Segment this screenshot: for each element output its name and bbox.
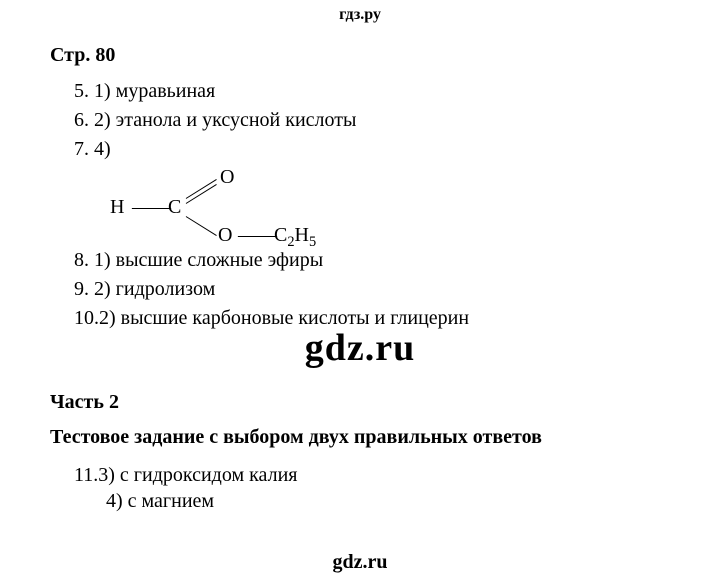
page-label: Стр. 80 [50,44,680,67]
formula-C2H5: C2H5 [274,224,316,247]
formula-C2H5-C: C [274,224,287,246]
item-9: 9. 2) гидролизом [74,275,680,304]
item-7: 7. 4) [74,135,680,164]
formula-C: C [168,196,181,219]
formula-single-bond [186,212,220,236]
formula-H: H [110,196,124,219]
item-5: 5. 1) муравьиная [74,77,680,106]
item-6: 6. 2) этанола и уксусной кислоты [74,106,680,135]
formula-C2H5-2: 2 [287,234,294,250]
watermark-top: гдз.ру [0,6,720,24]
part2-instruction: Тестовое задание с выбором двух правильн… [50,426,680,449]
item-11a: 11.3) с гидроксидом калия [74,461,680,490]
structural-formula: O H —— C O —— C2H5 [110,166,680,244]
formula-bond-OC: —— [238,224,276,247]
content-block: Стр. 80 5. 1) муравьиная 6. 2) этанола и… [50,44,680,513]
formula-C2H5-5: 5 [309,234,316,250]
watermark-bot: gdz.ru [0,551,720,574]
formula-double-bond [186,182,220,206]
formula-bond-HC: —— [132,196,170,219]
formula-O-top: O [220,166,234,189]
formula-C2H5-H: H [295,224,309,246]
item-11b: 4) с магнием [106,490,680,513]
formula-O-bot: O [218,224,232,247]
item-8: 8. 1) высшие сложные эфиры [74,246,680,275]
watermark-mid: gdz.ru [0,326,720,370]
part2-title: Часть 2 [50,391,680,414]
